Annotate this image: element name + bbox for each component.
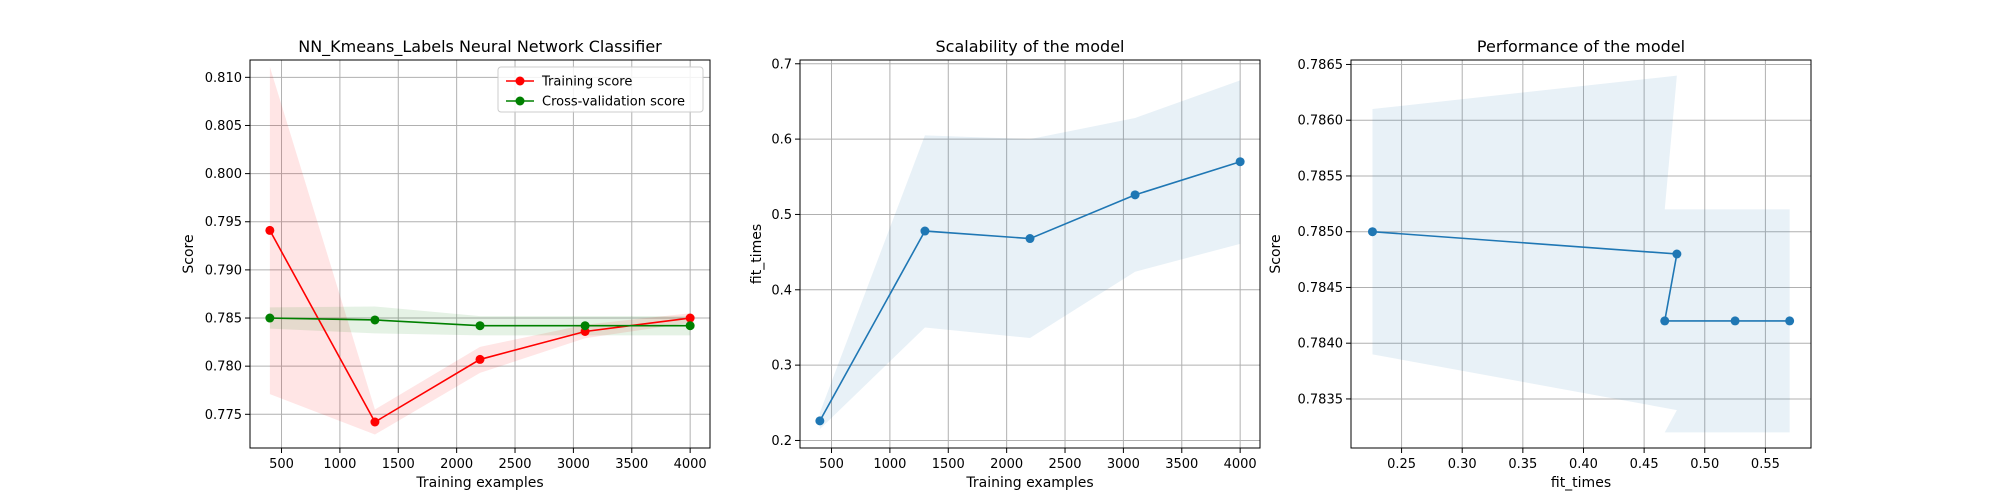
- x-tick-label: 4000: [674, 457, 707, 472]
- data-point: [1025, 234, 1035, 244]
- y-tick-label: 0.2: [771, 434, 792, 449]
- data-point: [1130, 190, 1140, 200]
- x-tick-label: 1500: [932, 457, 965, 472]
- y-tick-label: 0.775: [205, 408, 242, 423]
- legend-label: Cross-validation score: [542, 95, 685, 110]
- data-point: [1660, 316, 1670, 326]
- y-tick-label: 0.7840: [1298, 337, 1344, 352]
- y-axis-label: Score: [181, 234, 197, 273]
- x-tick-label: 0.35: [1508, 457, 1537, 472]
- chart-title: Scalability of the model: [936, 37, 1125, 56]
- data-point: [815, 416, 825, 426]
- y-tick-label: 0.7865: [1298, 58, 1344, 73]
- x-tick-label: 0.50: [1690, 457, 1719, 472]
- x-tick-label: 0.25: [1387, 457, 1416, 472]
- axes-frame: [1350, 59, 1812, 449]
- data-point: [370, 417, 380, 427]
- data-point: [475, 354, 485, 364]
- x-tick-label: 500: [819, 457, 844, 472]
- x-tick-label: 2000: [440, 457, 473, 472]
- legend-label: Training score: [541, 75, 632, 90]
- x-tick-label: 2500: [1048, 457, 1081, 472]
- legend-marker: [515, 96, 525, 106]
- x-tick-label: 3000: [1107, 457, 1140, 472]
- y-tick-label: 0.7855: [1298, 169, 1344, 184]
- chart-title: NN_Kmeans_Labels Neural Network Classifi…: [298, 37, 662, 57]
- data-point: [370, 315, 380, 325]
- x-tick-label: 4000: [1224, 457, 1257, 472]
- legend-box: [497, 66, 704, 113]
- y-tick-label: 0.7: [771, 57, 792, 72]
- y-tick-label: 0.7845: [1298, 281, 1344, 296]
- y-tick-label: 0.790: [205, 263, 242, 278]
- y-axis-label: fit_times: [749, 224, 765, 284]
- data-point: [265, 225, 275, 235]
- data-point: [1672, 249, 1682, 259]
- y-tick-label: 0.6: [771, 133, 792, 148]
- data-point: [1367, 227, 1377, 237]
- y-tick-label: 0.7850: [1298, 225, 1344, 240]
- data-point: [265, 313, 275, 323]
- x-tick-label: 2500: [498, 457, 531, 472]
- grid: [250, 60, 710, 448]
- y-tick-label: 0.3: [771, 359, 792, 374]
- x-tick-label: 0.55: [1751, 457, 1780, 472]
- y-tick-label: 0.780: [205, 360, 242, 375]
- data-point: [1235, 157, 1245, 167]
- x-tick-label: 3500: [615, 457, 648, 472]
- x-tick-label: 0.40: [1569, 457, 1598, 472]
- x-tick-label: 500: [269, 457, 294, 472]
- performance-panel: Performance of the model fit_times Score…: [1268, 37, 1812, 491]
- x-tick-label: 1000: [323, 457, 356, 472]
- training-score-panel: NN_Kmeans_Labels Neural Network Classifi…: [181, 37, 711, 491]
- data-point: [685, 321, 695, 331]
- x-tick-label: 2000: [990, 457, 1023, 472]
- y-tick-label: 0.4: [771, 283, 792, 298]
- axes-frame: [799, 59, 1261, 449]
- confidence-band: [819, 80, 1241, 430]
- x-axis-label: Training examples: [965, 475, 1093, 491]
- x-tick-label: 1500: [382, 457, 415, 472]
- scalability-panel: Scalability of the model Training exampl…: [749, 37, 1261, 491]
- x-axis-label: fit_times: [1551, 475, 1611, 491]
- y-axis-label: Score: [1268, 234, 1284, 273]
- y-tick-label: 0.795: [205, 215, 242, 230]
- y-tick-label: 0.7835: [1298, 392, 1344, 407]
- y-tick-label: 0.800: [205, 167, 242, 182]
- chart-title: Performance of the model: [1477, 37, 1685, 56]
- y-tick-label: 0.5: [771, 208, 792, 223]
- x-tick-label: 3500: [1165, 457, 1198, 472]
- axes-frame: [249, 59, 711, 449]
- data-point: [580, 321, 590, 331]
- x-tick-label: 0.30: [1448, 457, 1477, 472]
- y-tick-label: 0.785: [205, 312, 242, 327]
- legend-marker: [515, 76, 525, 86]
- y-tick-label: 0.810: [205, 71, 242, 86]
- x-tick-label: 1000: [873, 457, 906, 472]
- data-point: [1785, 316, 1795, 326]
- y-tick-label: 0.805: [205, 119, 242, 134]
- confidence-band: [1372, 75, 1790, 433]
- grid: [1351, 60, 1811, 448]
- data-point: [685, 313, 695, 323]
- y-tick-label: 0.7860: [1298, 114, 1344, 129]
- legend: Training score Cross-validation score: [497, 66, 704, 113]
- x-tick-label: 0.45: [1630, 457, 1659, 472]
- grid: [800, 60, 1260, 448]
- data-point: [1730, 316, 1740, 326]
- x-axis-label: Training examples: [415, 475, 543, 491]
- data-point: [475, 321, 485, 331]
- x-tick-label: 3000: [557, 457, 590, 472]
- data-point: [920, 226, 930, 236]
